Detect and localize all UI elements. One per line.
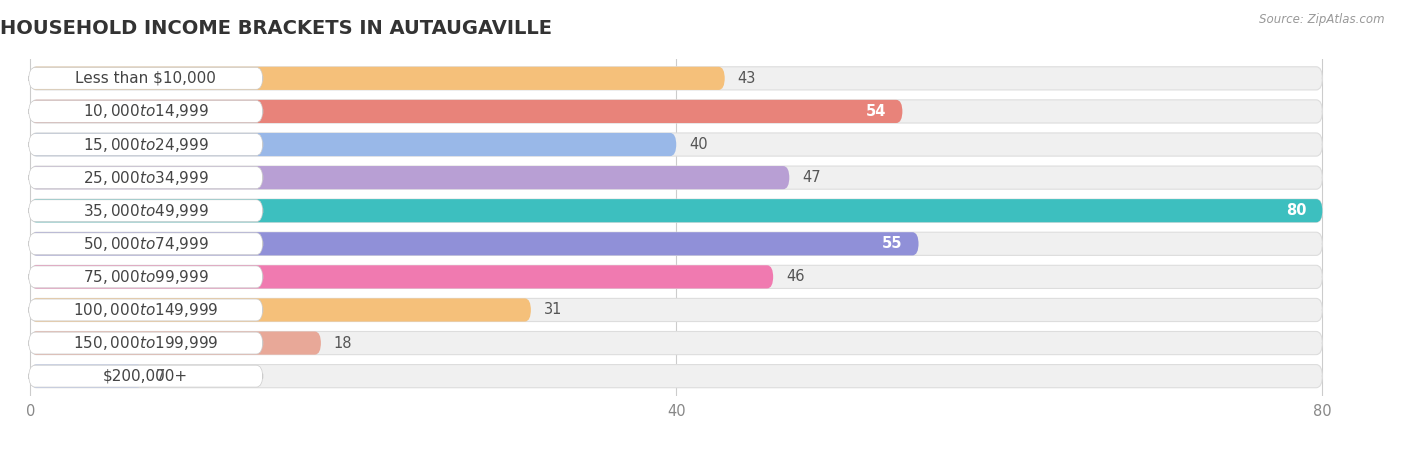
FancyBboxPatch shape (30, 133, 676, 156)
Text: 31: 31 (544, 302, 562, 317)
FancyBboxPatch shape (28, 332, 263, 354)
FancyBboxPatch shape (30, 166, 1323, 189)
Text: $35,000 to $49,999: $35,000 to $49,999 (83, 202, 208, 220)
Text: 43: 43 (738, 71, 756, 86)
FancyBboxPatch shape (28, 166, 263, 189)
FancyBboxPatch shape (30, 100, 1323, 123)
Text: Source: ZipAtlas.com: Source: ZipAtlas.com (1260, 14, 1385, 27)
FancyBboxPatch shape (30, 232, 918, 256)
FancyBboxPatch shape (30, 266, 773, 288)
FancyBboxPatch shape (30, 364, 1323, 388)
FancyBboxPatch shape (30, 298, 1323, 322)
FancyBboxPatch shape (30, 298, 531, 322)
Text: $10,000 to $14,999: $10,000 to $14,999 (83, 103, 208, 121)
Text: 54: 54 (866, 104, 886, 119)
Text: $50,000 to $74,999: $50,000 to $74,999 (83, 235, 208, 253)
FancyBboxPatch shape (30, 364, 143, 388)
Text: 47: 47 (803, 170, 821, 185)
Text: 55: 55 (882, 236, 903, 251)
FancyBboxPatch shape (30, 199, 1323, 222)
Text: $100,000 to $149,999: $100,000 to $149,999 (73, 301, 218, 319)
Text: 18: 18 (333, 336, 353, 351)
Text: 40: 40 (689, 137, 707, 152)
FancyBboxPatch shape (30, 67, 1323, 90)
Text: 80: 80 (1285, 203, 1306, 218)
FancyBboxPatch shape (28, 365, 263, 387)
FancyBboxPatch shape (28, 100, 263, 122)
Text: $75,000 to $99,999: $75,000 to $99,999 (83, 268, 208, 286)
FancyBboxPatch shape (28, 134, 263, 155)
Text: 46: 46 (786, 270, 804, 284)
FancyBboxPatch shape (30, 133, 1323, 156)
FancyBboxPatch shape (30, 67, 724, 90)
Text: Less than $10,000: Less than $10,000 (76, 71, 217, 86)
FancyBboxPatch shape (30, 266, 1323, 288)
FancyBboxPatch shape (28, 233, 263, 255)
FancyBboxPatch shape (30, 332, 321, 355)
FancyBboxPatch shape (28, 266, 263, 288)
FancyBboxPatch shape (30, 100, 903, 123)
FancyBboxPatch shape (30, 199, 1323, 222)
Text: HOUSEHOLD INCOME BRACKETS IN AUTAUGAVILLE: HOUSEHOLD INCOME BRACKETS IN AUTAUGAVILL… (0, 19, 553, 38)
FancyBboxPatch shape (28, 200, 263, 222)
FancyBboxPatch shape (30, 332, 1323, 355)
Text: $15,000 to $24,999: $15,000 to $24,999 (83, 135, 208, 153)
Text: $25,000 to $34,999: $25,000 to $34,999 (83, 169, 208, 187)
Text: $150,000 to $199,999: $150,000 to $199,999 (73, 334, 218, 352)
Text: $200,000+: $200,000+ (103, 369, 188, 384)
Text: 7: 7 (156, 369, 166, 384)
FancyBboxPatch shape (28, 299, 263, 321)
FancyBboxPatch shape (28, 68, 263, 89)
FancyBboxPatch shape (30, 166, 789, 189)
FancyBboxPatch shape (30, 232, 1323, 256)
